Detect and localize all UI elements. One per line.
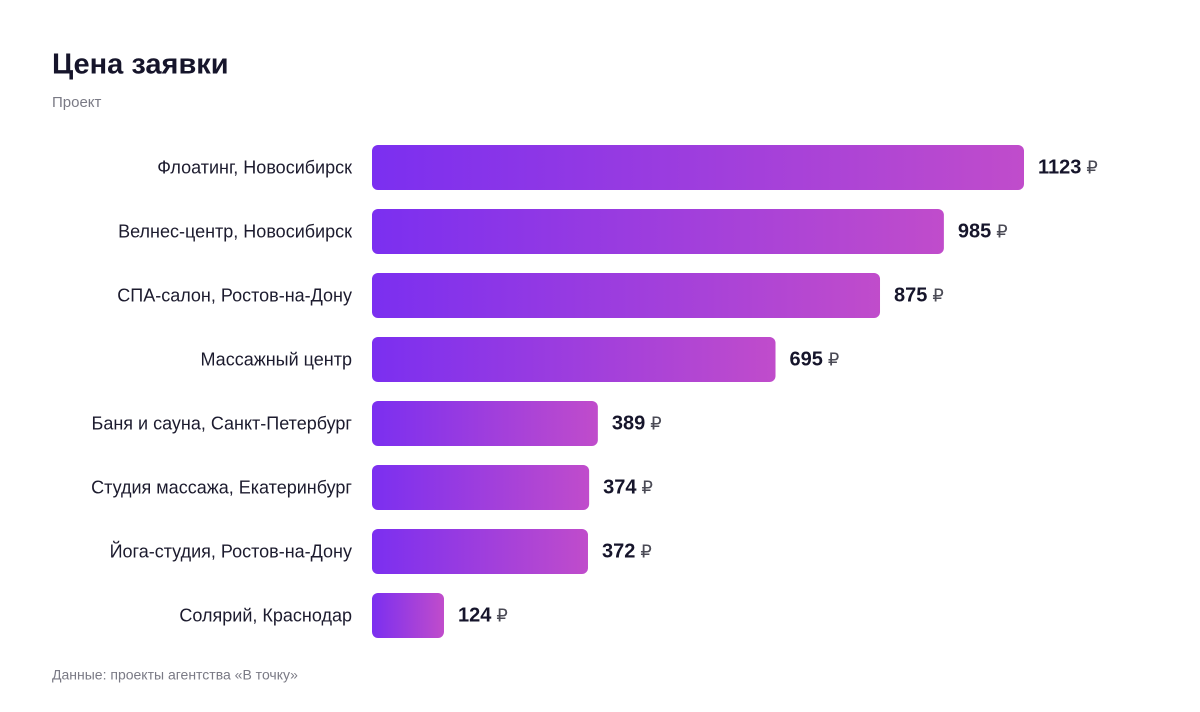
bar [372,593,444,638]
category-label: Солярий, Краснодар [179,605,352,625]
value-unit: ₽ [650,413,661,433]
bar [372,209,944,254]
value-number: 875 [894,285,927,307]
category-label: СПА-салон, Ростов-на-Дону [117,285,352,305]
source-note: Данные: проекты агентства «В точку» [52,667,298,683]
chart-subtitle: Проект [52,94,102,111]
value-number: 985 [958,221,991,243]
chart-title: Цена заявки [52,49,229,81]
value-label: 124 ₽ [458,605,508,627]
value-unit: ₽ [1086,157,1097,177]
value-label: 374 ₽ [603,477,653,499]
value-number: 372 [602,541,635,563]
bar [372,145,1024,190]
bar [372,529,588,574]
category-label: Велнес-центр, Новосибирск [118,221,352,241]
value-unit: ₽ [996,221,1007,241]
value-label: 372 ₽ [602,541,652,563]
bar [372,273,881,318]
bar [372,401,598,446]
value-label: 695 ₽ [790,349,840,371]
bar [372,465,590,510]
value-unit: ₽ [640,541,651,561]
value-label: 875 ₽ [894,285,944,307]
category-label: Флоатинг, Новосибирск [157,157,352,177]
category-label: Массажный центр [200,349,352,369]
category-label: Йога-студия, Ростов-на-Дону [110,540,352,561]
value-label: 1123 ₽ [1038,157,1098,179]
value-number: 124 [458,605,492,627]
value-unit: ₽ [828,349,839,369]
value-unit: ₽ [496,605,507,625]
category-label: Студия массажа, Екатеринбург [91,477,352,497]
value-number: 695 [790,349,823,371]
value-number: 374 [603,477,637,499]
value-label: 389 ₽ [612,413,662,435]
value-unit: ₽ [932,285,943,305]
bar [372,337,776,382]
value-number: 389 [612,413,645,435]
category-label: Баня и сауна, Санкт-Петербург [92,413,353,433]
value-label: 985 ₽ [958,221,1008,243]
value-number: 1123 [1038,157,1081,179]
value-unit: ₽ [642,477,653,497]
